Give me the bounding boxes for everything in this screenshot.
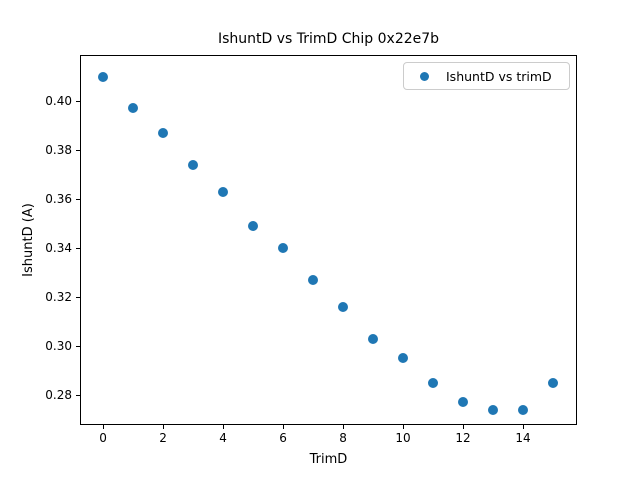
- y-tick-label: 0.32: [45, 290, 72, 305]
- scatter-point: [488, 404, 499, 415]
- y-tick-mark: [76, 100, 80, 102]
- x-tick-label: 2: [159, 431, 167, 445]
- y-axis-label: IshuntD (A): [21, 203, 36, 277]
- scatter-point: [458, 397, 469, 408]
- x-tick-mark: [462, 425, 464, 429]
- scatter-point: [548, 377, 558, 388]
- plot-area: [80, 55, 577, 425]
- scatter-point: [278, 243, 289, 254]
- scatter-point: [188, 159, 199, 170]
- x-tick-label: 10: [395, 431, 411, 445]
- x-tick-label: 8: [339, 431, 347, 445]
- legend-marker-icon: [420, 71, 429, 81]
- scatter-point: [308, 274, 319, 285]
- x-tick-mark: [162, 425, 164, 429]
- x-tick-label: 12: [455, 431, 471, 445]
- y-tick-mark: [76, 198, 80, 200]
- scatter-point: [338, 301, 349, 312]
- legend-label: IshuntD vs trimD: [446, 68, 552, 84]
- y-tick-label: 0.38: [45, 143, 72, 158]
- y-tick-label: 0.30: [45, 339, 72, 354]
- scatter-point: [158, 127, 169, 138]
- x-tick-mark: [282, 425, 284, 429]
- scatter-point: [98, 71, 109, 82]
- scatter-point: [248, 221, 259, 232]
- scatter-point: [428, 377, 439, 388]
- x-axis-label: TrimD: [309, 452, 348, 467]
- x-tick-label: 14: [515, 431, 531, 445]
- chart-title: IshuntD vs TrimD Chip 0x22e7b: [217, 31, 440, 47]
- x-tick-mark: [402, 425, 404, 429]
- x-tick-mark: [522, 425, 524, 429]
- scatter-point: [518, 404, 528, 415]
- scatter-point: [368, 333, 379, 344]
- x-tick-mark: [342, 425, 344, 429]
- y-tick-label: 0.36: [45, 192, 72, 207]
- y-tick-label: 0.28: [45, 388, 72, 403]
- x-tick-label: 4: [219, 431, 227, 445]
- y-tick-label: 0.34: [45, 241, 72, 256]
- scatter-point: [218, 186, 229, 197]
- y-tick-label: 0.40: [45, 94, 72, 109]
- y-tick-mark: [76, 247, 80, 249]
- x-tick-mark: [222, 425, 224, 429]
- x-tick-label: 0: [99, 431, 107, 445]
- legend-box: IshuntD vs trimD: [403, 62, 570, 90]
- scatter-point: [128, 103, 139, 114]
- y-tick-mark: [76, 394, 80, 396]
- scatter-point: [398, 353, 409, 364]
- y-tick-mark: [76, 345, 80, 347]
- x-tick-label: 6: [279, 431, 287, 445]
- y-tick-mark: [76, 296, 80, 298]
- y-tick-mark: [76, 149, 80, 151]
- x-tick-mark: [102, 425, 104, 429]
